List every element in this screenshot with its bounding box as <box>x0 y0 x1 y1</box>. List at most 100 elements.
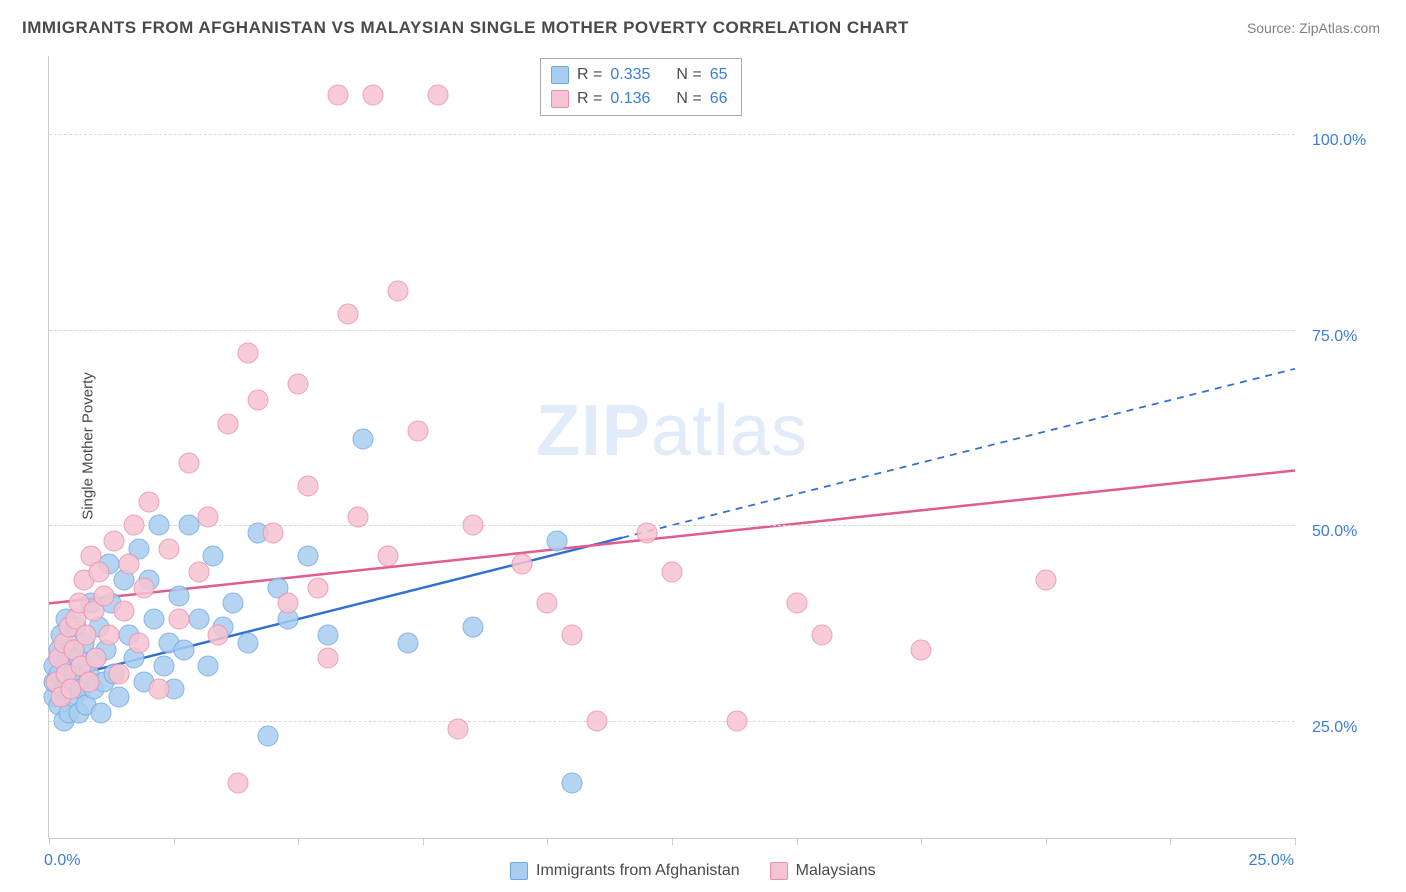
data-point <box>86 648 107 669</box>
data-point <box>108 663 129 684</box>
data-point <box>726 710 747 731</box>
data-point <box>288 374 309 395</box>
data-point <box>98 624 119 645</box>
y-tick-label: 25.0% <box>1312 719 1357 737</box>
data-point <box>148 679 169 700</box>
data-point <box>178 515 199 536</box>
y-tick-label: 50.0% <box>1312 523 1357 541</box>
data-point <box>248 390 269 411</box>
data-point <box>1035 569 1056 590</box>
x-tick <box>1046 838 1047 845</box>
n-label: N = <box>676 90 701 108</box>
data-point <box>123 515 144 536</box>
data-point <box>328 85 349 106</box>
data-point <box>128 632 149 653</box>
data-point <box>168 585 189 606</box>
x-tick <box>672 838 673 845</box>
legend-correlation-row: R = 0.335 N = 65 <box>551 63 727 87</box>
data-point <box>512 554 533 575</box>
chart-area: ZIPatlas <box>48 56 1295 839</box>
data-point <box>223 593 244 614</box>
r-label: R = <box>577 90 602 108</box>
data-point <box>407 421 428 442</box>
data-point <box>318 624 339 645</box>
y-tick-label: 75.0% <box>1312 328 1357 346</box>
x-tick <box>298 838 299 845</box>
data-point <box>911 640 932 661</box>
n-value: 65 <box>710 66 728 84</box>
data-point <box>562 624 583 645</box>
legend-swatch <box>510 862 528 880</box>
trend-line-dashed <box>622 369 1295 538</box>
data-point <box>308 577 329 598</box>
data-point <box>562 773 583 794</box>
data-point <box>637 523 658 544</box>
x-tick <box>1170 838 1171 845</box>
data-point <box>587 710 608 731</box>
x-tick <box>423 838 424 845</box>
data-point <box>158 538 179 559</box>
gridline <box>49 330 1295 331</box>
legend-correlation-row: R = 0.136 N = 66 <box>551 87 727 111</box>
x-tick <box>797 838 798 845</box>
data-point <box>447 718 468 739</box>
gridline <box>49 721 1295 722</box>
legend-swatch <box>551 66 569 84</box>
data-point <box>377 546 398 567</box>
x-tick-label: 0.0% <box>44 852 80 870</box>
x-tick <box>49 838 50 845</box>
data-point <box>387 280 408 301</box>
data-point <box>298 476 319 497</box>
data-point <box>228 773 249 794</box>
r-value: 0.136 <box>610 90 662 108</box>
data-point <box>238 632 259 653</box>
legend-item: Malaysians <box>770 862 876 880</box>
data-point <box>133 577 154 598</box>
data-point <box>352 429 373 450</box>
data-point <box>662 562 683 583</box>
data-point <box>88 562 109 583</box>
n-value: 66 <box>710 90 728 108</box>
data-point <box>103 530 124 551</box>
data-point <box>108 687 129 708</box>
data-point <box>786 593 807 614</box>
data-point <box>462 515 483 536</box>
x-tick-label: 25.0% <box>1249 852 1294 870</box>
data-point <box>298 546 319 567</box>
series-legend: Immigrants from AfghanistanMalaysians <box>510 862 876 880</box>
data-point <box>208 624 229 645</box>
data-point <box>811 624 832 645</box>
x-tick <box>921 838 922 845</box>
x-tick <box>547 838 548 845</box>
trend-line <box>49 470 1295 603</box>
data-point <box>537 593 558 614</box>
data-point <box>348 507 369 528</box>
data-point <box>153 655 174 676</box>
data-point <box>198 507 219 528</box>
data-point <box>118 554 139 575</box>
data-point <box>93 585 114 606</box>
data-point <box>78 671 99 692</box>
chart-title: IMMIGRANTS FROM AFGHANISTAN VS MALAYSIAN… <box>22 18 909 38</box>
r-value: 0.335 <box>610 66 662 84</box>
y-tick-label: 100.0% <box>1312 132 1366 150</box>
legend-swatch <box>770 862 788 880</box>
data-point <box>113 601 134 622</box>
n-label: N = <box>676 66 701 84</box>
data-point <box>143 609 164 630</box>
x-tick <box>174 838 175 845</box>
data-point <box>427 85 448 106</box>
r-label: R = <box>577 66 602 84</box>
data-point <box>91 702 112 723</box>
legend-label: Malaysians <box>796 862 876 880</box>
data-point <box>547 530 568 551</box>
gridline <box>49 525 1295 526</box>
data-point <box>148 515 169 536</box>
data-point <box>218 413 239 434</box>
data-point <box>462 616 483 637</box>
source-label: Source: ZipAtlas.com <box>1247 20 1380 36</box>
data-point <box>188 609 209 630</box>
legend-swatch <box>551 90 569 108</box>
data-point <box>188 562 209 583</box>
data-point <box>397 632 418 653</box>
